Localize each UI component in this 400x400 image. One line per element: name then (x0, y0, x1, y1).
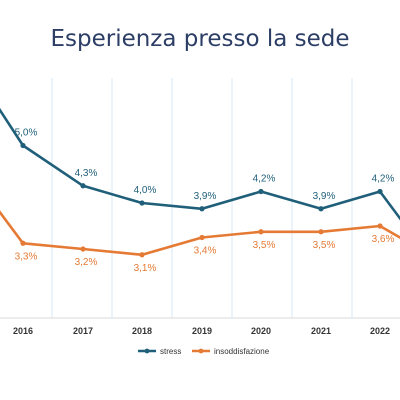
data-label-stress: 4,2% (253, 174, 276, 185)
point-stress (377, 188, 383, 195)
x-tick-label: 2019 (192, 326, 212, 336)
data-label-stress: 5,0% (15, 128, 38, 139)
data-label-insoddisfazione: 3,4% (194, 246, 217, 257)
data-label-insoddisfazione: 3,2% (75, 257, 98, 268)
data-label-stress: 3,9% (194, 191, 217, 202)
legend: stress insoddisfazione (138, 347, 270, 356)
point-stress (80, 183, 86, 189)
point-insoddisfazione (20, 240, 26, 246)
x-tick-label: 2017 (73, 326, 93, 336)
legend-marker-stress (144, 348, 150, 354)
data-label-insoddisfazione: 3,6% (372, 234, 395, 245)
point-insoddisfazione (80, 246, 86, 252)
point-insoddisfazione (377, 223, 383, 229)
point-stress (20, 142, 26, 149)
legend-label-stress: stress (160, 347, 181, 356)
series-line-stress (0, 107, 400, 221)
point-insoddisfazione (199, 234, 205, 241)
x-tick-label: 2022 (370, 326, 390, 336)
x-tick-label: 2021 (311, 326, 331, 336)
data-label-stress: 4,2% (372, 174, 395, 185)
data-label-insoddisfazione: 3,3% (15, 251, 38, 262)
point-insoddisfazione (318, 229, 324, 235)
legend-label-insoddisfazione: insoddisfazione (214, 347, 270, 356)
point-stress (199, 206, 205, 212)
point-insoddisfazione (139, 252, 145, 258)
data-label-stress: 3,9% (313, 191, 336, 202)
point-stress (139, 200, 145, 206)
point-insoddisfazione (258, 229, 264, 235)
data-label-insoddisfazione: 3,5% (313, 240, 336, 251)
data-label-stress: 4,0% (134, 185, 157, 196)
x-tick-label: 2018 (132, 326, 152, 336)
x-tick-label: 2020 (251, 326, 271, 336)
legend-marker-insoddisfazione (198, 348, 204, 354)
chart-title: Esperienza presso la sede (50, 26, 350, 52)
point-stress (318, 206, 324, 212)
data-label-stress: 4,3% (75, 168, 98, 179)
x-tick-label: 2016 (13, 326, 33, 336)
data-label-insoddisfazione: 3,1% (134, 263, 157, 274)
point-stress (258, 188, 264, 195)
data-label-insoddisfazione: 3,5% (253, 240, 276, 251)
